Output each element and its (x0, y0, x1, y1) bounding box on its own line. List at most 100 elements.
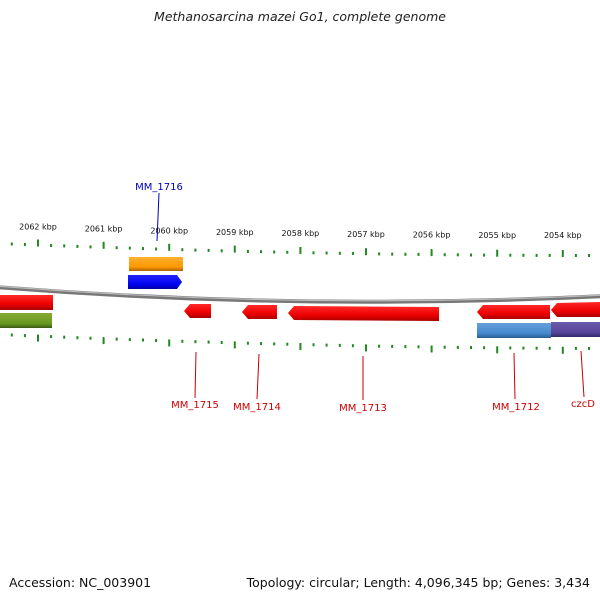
lower-minor-tick (522, 346, 525, 350)
scale-label-kbp: 2055 kbp (478, 231, 516, 240)
upper-major-tick (233, 245, 236, 253)
upper-minor-tick (194, 248, 197, 252)
lower-minor-tick (312, 343, 315, 347)
leader-line-mm-1715 (194, 351, 197, 399)
lower-minor-tick (10, 333, 13, 337)
upper-minor-tick (548, 253, 551, 257)
upper-minor-tick (351, 252, 354, 255)
genome-backbone-arc (0, 285, 600, 304)
lower-minor-tick (260, 342, 262, 346)
upper-minor-tick (338, 251, 341, 255)
scale-label-kbp: 2062 kbp (19, 222, 57, 231)
gene-arrow-mm-1714[interactable] (242, 305, 277, 319)
olive-feature[interactable] (0, 313, 52, 328)
gene-label-mm-1715[interactable]: MM_1715 (171, 400, 219, 411)
upper-minor-tick (207, 248, 210, 252)
scale-labels: 2062 kbp 2061 kbp 2060 kbp 2059 kbp 2058 kbp… (19, 222, 582, 240)
upper-minor-tick (574, 254, 577, 257)
lower-minor-tick (535, 346, 538, 350)
leader-line-czcd (580, 350, 585, 398)
upper-minor-tick (325, 251, 328, 255)
lower-minor-tick (325, 343, 328, 347)
lower-minor-tick (207, 340, 210, 344)
lower-minor-tick (378, 344, 381, 348)
lower-minor-tick (338, 343, 341, 347)
gene-label-mm-1713[interactable]: MM_1713 (339, 403, 387, 414)
upper-minor-tick (115, 246, 118, 250)
upper-minor-tick (483, 253, 486, 257)
gene-label-czcd[interactable]: czcD (571, 399, 595, 410)
lower-minor-tick (142, 338, 144, 342)
upper-minor-tick (417, 252, 420, 256)
upper-minor-tick (220, 249, 223, 253)
gene-label-mm-1712[interactable]: MM_1712 (492, 402, 540, 413)
scale-label-kbp: 2058 kbp (282, 229, 320, 238)
lower-minor-tick (76, 336, 79, 340)
lower-minor-tick (220, 341, 223, 344)
upper-minor-tick (128, 246, 131, 250)
upper-minor-tick (89, 245, 92, 249)
upper-major-tick (168, 243, 171, 251)
gene-arrow-czcd[interactable] (551, 302, 600, 317)
lower-tick-row (10, 333, 590, 354)
upper-major-tick (102, 241, 105, 249)
lower-minor-tick (351, 344, 354, 348)
gene-arrow-mm-1712[interactable] (477, 305, 550, 319)
lower-minor-tick (470, 346, 472, 349)
upper-major-tick (365, 248, 367, 256)
genome-backbone-highlight (0, 285, 600, 302)
upper-minor-tick (391, 252, 394, 256)
upper-minor-tick (76, 244, 79, 248)
upper-minor-tick (443, 253, 446, 257)
lower-minor-tick (115, 337, 118, 341)
lower-minor-tick (443, 345, 446, 349)
leader-line-mm-1716 (156, 192, 160, 242)
lower-major-tick (299, 343, 302, 350)
purple-feature[interactable] (551, 322, 600, 337)
upper-major-tick (561, 250, 564, 257)
lower-minor-tick (417, 345, 420, 349)
upper-minor-tick (404, 252, 407, 256)
lower-major-tick (430, 345, 433, 353)
lower-minor-tick (588, 347, 590, 350)
gene-arrow-mm-1716[interactable] (128, 275, 182, 289)
lower-major-tick (561, 346, 564, 354)
lower-minor-tick (273, 342, 276, 346)
upper-minor-tick (378, 252, 381, 256)
lower-minor-tick (456, 345, 459, 349)
upper-tick-row (10, 239, 590, 257)
lower-minor-tick (181, 339, 184, 343)
upper-major-tick (37, 239, 39, 247)
lower-major-tick (233, 341, 236, 349)
lower-minor-tick (128, 338, 131, 342)
scale-label-kbp: 2061 kbp (85, 225, 123, 234)
scale-label-kbp: 2057 kbp (347, 230, 385, 239)
gene-arrow-left-edge[interactable] (0, 295, 53, 310)
upper-minor-tick (155, 247, 158, 251)
upper-minor-tick (23, 243, 26, 246)
lower-minor-tick (548, 346, 551, 350)
lower-minor-tick (574, 346, 577, 350)
gene-arrow-mm-1715[interactable] (184, 304, 211, 318)
lower-minor-tick (404, 345, 407, 349)
scale-label-kbp: 2060 kbp (150, 226, 188, 235)
lower-major-tick (496, 346, 499, 354)
upper-minor-tick (286, 250, 289, 254)
upper-minor-tick (142, 247, 144, 251)
leader-line-mm-1714 (256, 353, 260, 400)
gene-label-mm-1714[interactable]: MM_1714 (233, 402, 281, 413)
lower-minor-tick (63, 335, 66, 339)
upper-minor-tick (470, 253, 472, 257)
accession-text: Accession: NC_003901 (9, 575, 152, 590)
upper-minor-tick (260, 250, 262, 254)
lower-major-tick (365, 344, 367, 352)
upper-minor-tick (312, 251, 315, 255)
gene-label-mm-1716[interactable]: MM_1716 (135, 182, 183, 193)
steelblue-feature[interactable] (477, 323, 551, 338)
gene-arrow-mm-1713[interactable] (288, 306, 439, 321)
lower-major-tick (168, 339, 171, 347)
lower-minor-tick (391, 344, 394, 348)
upper-minor-tick (588, 254, 590, 257)
orange-feature[interactable] (129, 257, 183, 271)
